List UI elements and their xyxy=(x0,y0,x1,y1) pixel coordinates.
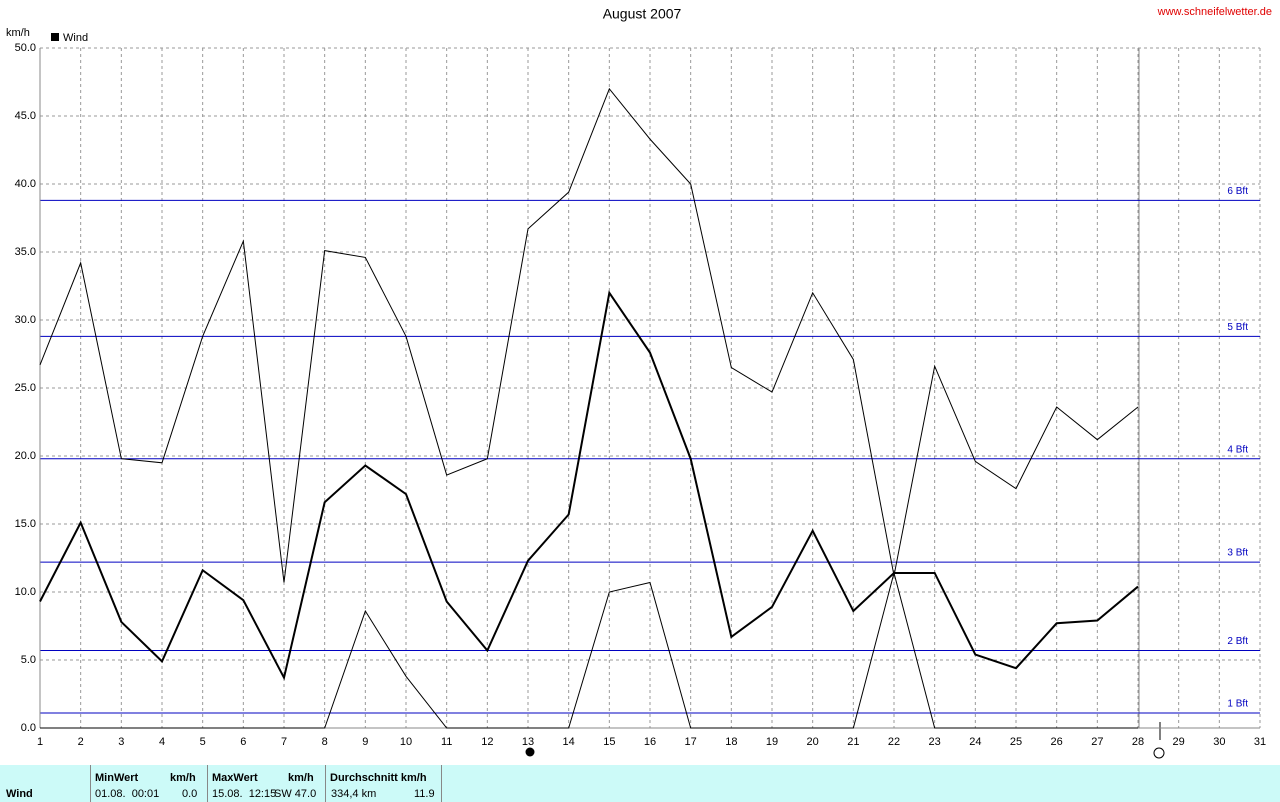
chart-title: August 2007 xyxy=(603,6,682,22)
y-tick-label: 15.0 xyxy=(15,518,36,530)
x-tick-label: 12 xyxy=(481,736,493,748)
x-tick-label: 31 xyxy=(1254,736,1266,748)
y-tick-label: 40.0 xyxy=(15,178,36,190)
x-tick-label: 14 xyxy=(563,736,575,748)
moon-new xyxy=(1153,747,1165,759)
y-tick-label: 50.0 xyxy=(15,42,36,54)
y-tick-label: 0.0 xyxy=(21,722,36,734)
x-tick-label: 9 xyxy=(362,736,368,748)
y-tick-label: 30.0 xyxy=(15,314,36,326)
chart: August 2007 www.schneifelwetter.de km/h … xyxy=(6,6,1272,759)
x-tick-label: 5 xyxy=(200,736,206,748)
x-tick-label: 17 xyxy=(685,736,697,748)
stats-table: Wind MinWert km/h 01.08. 00:01 0.0 MaxWe… xyxy=(0,765,1280,802)
series-line xyxy=(39,87,1139,583)
x-tick-label: 1 xyxy=(37,736,43,748)
x-tick-label: 26 xyxy=(1051,736,1063,748)
x-tick-label: 6 xyxy=(240,736,246,748)
bft-label: 6 Bft xyxy=(1227,186,1248,197)
series-line xyxy=(39,290,1139,681)
x-tick-label: 27 xyxy=(1091,736,1103,748)
x-tick-label: 30 xyxy=(1213,736,1225,748)
separator xyxy=(325,765,326,802)
series-line xyxy=(40,570,1138,729)
y-tick-label: 25.0 xyxy=(15,382,36,394)
source-link: www.schneifelwetter.de xyxy=(1157,6,1272,18)
x-tick-label: 23 xyxy=(929,736,941,748)
bft-label: 5 Bft xyxy=(1227,322,1248,333)
time: 15.08. 12:15 xyxy=(212,788,277,800)
x-tick-label: 24 xyxy=(969,736,981,748)
x-tick-label: 13 xyxy=(522,736,534,748)
bft-label: 3 Bft xyxy=(1227,548,1248,559)
y-tick-label: 10.0 xyxy=(15,586,36,598)
header: MaxWert xyxy=(212,772,258,784)
y-tick-label: 35.0 xyxy=(15,246,36,258)
x-tick-label: 25 xyxy=(1010,736,1022,748)
x-tick-label: 29 xyxy=(1173,736,1185,748)
legend-label: Wind xyxy=(63,32,88,44)
bft-label: 1 Bft xyxy=(1227,699,1248,710)
x-tick-label: 20 xyxy=(807,736,819,748)
x-tick-label: 18 xyxy=(725,736,737,748)
x-tick-label: 11 xyxy=(441,736,452,748)
x-tick-label: 19 xyxy=(766,736,778,748)
legend-swatch xyxy=(51,33,59,41)
x-tick-label: 28 xyxy=(1132,736,1144,748)
bft-label: 2 Bft xyxy=(1227,636,1248,647)
separator xyxy=(207,765,208,802)
header: Durchschnitt km/h xyxy=(330,772,427,784)
unit: km/h xyxy=(170,772,196,784)
x-tick-label: 10 xyxy=(400,736,412,748)
x-tick-label: 16 xyxy=(644,736,656,748)
x-tick-label: 4 xyxy=(159,736,165,748)
y-tick-label: 45.0 xyxy=(15,110,36,122)
y-axis-unit: km/h xyxy=(6,27,30,39)
separator xyxy=(90,765,91,802)
x-tick-label: 21 xyxy=(847,736,859,748)
time: 01.08. 00:01 xyxy=(95,788,160,800)
row-label: Wind xyxy=(6,788,33,800)
bft-label: 4 Bft xyxy=(1227,444,1248,455)
distance: 334,4 km xyxy=(331,788,377,800)
x-tick-label: 2 xyxy=(78,736,84,748)
value: SW 47.0 xyxy=(274,788,317,800)
moon-full xyxy=(525,747,535,757)
x-tick-label: 22 xyxy=(888,736,900,748)
x-tick-label: 8 xyxy=(322,736,328,748)
y-tick-label: 5.0 xyxy=(21,654,36,666)
value: 11.9 xyxy=(414,788,435,800)
x-tick-label: 7 xyxy=(281,736,287,748)
unit: km/h xyxy=(288,772,314,784)
separator xyxy=(441,765,442,802)
y-tick-label: 20.0 xyxy=(15,450,36,462)
x-tick-label: 3 xyxy=(118,736,124,748)
x-tick-label: 15 xyxy=(603,736,615,748)
header: MinWert xyxy=(95,772,139,784)
value: 0.0 xyxy=(182,788,198,800)
